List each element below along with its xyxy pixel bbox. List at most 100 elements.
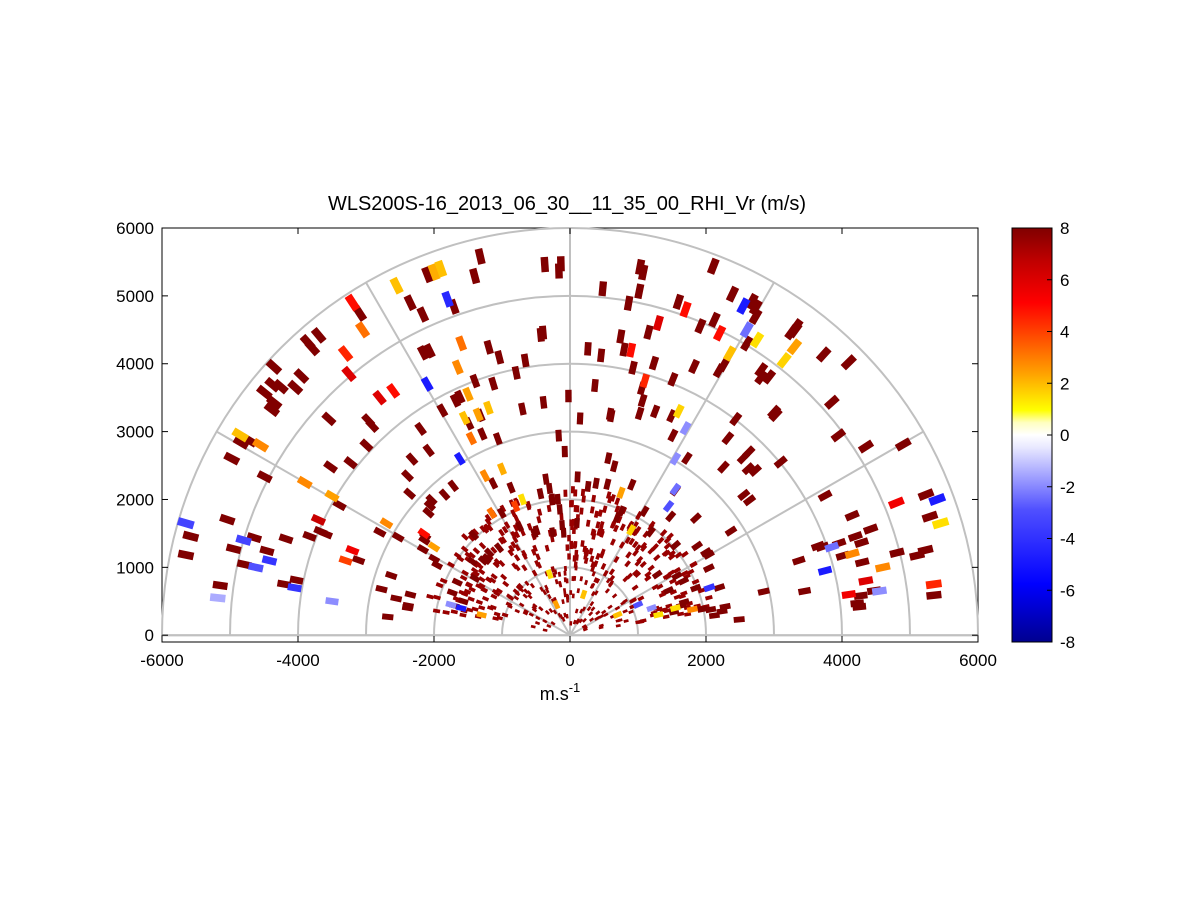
data-point — [403, 487, 417, 500]
data-point — [651, 584, 659, 591]
data-point — [582, 545, 587, 553]
data-point — [649, 404, 661, 419]
data-point — [653, 611, 664, 619]
data-point — [417, 527, 431, 540]
data-point — [550, 621, 556, 626]
data-point — [506, 481, 516, 494]
data-point — [686, 605, 699, 614]
data-point — [588, 611, 594, 617]
data-point — [515, 584, 523, 592]
data-point — [646, 604, 658, 613]
data-point — [683, 611, 692, 617]
data-point — [404, 590, 417, 599]
data-point — [614, 497, 621, 506]
data-point — [455, 604, 467, 612]
data-point — [591, 494, 597, 503]
data-point — [477, 555, 489, 566]
data-point — [680, 590, 688, 597]
data-point — [614, 605, 621, 611]
data-point — [681, 451, 693, 465]
data-point — [480, 587, 488, 594]
data-point — [344, 293, 361, 312]
data-point — [928, 492, 947, 507]
data-point — [673, 594, 682, 600]
y-tick-label: 1000 — [116, 558, 154, 577]
data-point — [478, 576, 486, 583]
data-point — [572, 619, 577, 625]
data-point — [662, 573, 671, 580]
data-point — [637, 619, 645, 625]
data-point — [447, 479, 460, 493]
data-point — [575, 618, 581, 624]
data-point — [566, 595, 570, 600]
x-tick-label: 0 — [565, 651, 574, 670]
data-point — [612, 610, 623, 619]
data-point — [593, 510, 599, 518]
data-point — [589, 601, 595, 607]
data-point — [523, 608, 529, 614]
data-point — [469, 267, 481, 285]
data-point — [511, 365, 521, 380]
data-point — [584, 341, 592, 356]
data-point — [603, 612, 609, 618]
data-point — [679, 420, 692, 436]
data-point — [276, 579, 292, 589]
data-point — [299, 333, 316, 351]
data-point — [536, 515, 542, 524]
data-point — [615, 623, 621, 628]
data-point — [569, 500, 573, 508]
data-point — [324, 489, 340, 503]
data-point — [626, 522, 633, 530]
data-point — [428, 553, 441, 564]
data-point — [212, 580, 228, 591]
data-point — [917, 488, 935, 501]
data-point — [748, 308, 763, 326]
data-point — [530, 548, 537, 556]
data-point — [485, 576, 493, 584]
data-point — [563, 565, 567, 572]
data-point — [493, 590, 501, 597]
data-point — [492, 432, 503, 446]
x-axis-label-superscript: -1 — [569, 680, 581, 695]
data-point — [539, 325, 548, 340]
data-point — [479, 469, 491, 483]
chart-title: WLS200S-16_2013_06_30__11_35_00_RHI_Vr (… — [328, 193, 806, 215]
y-tick-label: 5000 — [116, 287, 154, 306]
data-point — [278, 533, 294, 545]
data-point — [235, 534, 252, 546]
data-point — [514, 543, 521, 552]
data-point — [599, 528, 605, 536]
data-point — [632, 600, 644, 609]
data-point — [776, 352, 792, 369]
data-point — [468, 529, 480, 541]
data-point — [815, 346, 832, 363]
data-point — [574, 565, 578, 571]
data-point — [667, 553, 676, 561]
data-point — [705, 605, 717, 614]
data-point — [647, 564, 655, 572]
data-point — [450, 609, 459, 615]
data-point — [507, 549, 515, 557]
data-point — [503, 521, 511, 529]
colorbar-tick-label: 0 — [1060, 426, 1069, 445]
data-point — [255, 384, 273, 401]
data-point — [483, 547, 495, 559]
data-point — [236, 559, 253, 570]
data-point — [453, 451, 466, 466]
data-point — [791, 555, 806, 566]
data-point — [631, 540, 639, 549]
data-point — [486, 506, 498, 520]
data-point — [736, 297, 751, 315]
data-point — [600, 562, 607, 570]
data-point — [584, 480, 592, 493]
data-point — [624, 536, 631, 544]
data-point — [576, 588, 581, 594]
data-point — [719, 602, 731, 611]
data-point — [538, 606, 544, 612]
data-point — [579, 576, 584, 582]
data-point — [536, 487, 545, 500]
data-point — [546, 624, 552, 629]
data-point — [749, 331, 765, 349]
data-point — [259, 545, 275, 557]
data-point — [589, 617, 595, 623]
